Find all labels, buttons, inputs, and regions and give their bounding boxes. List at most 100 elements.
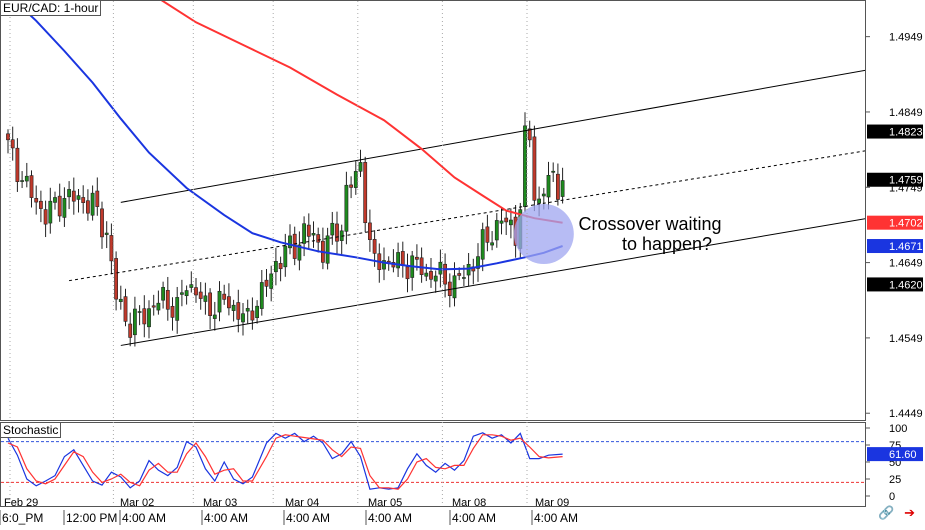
price-tag [867,124,923,139]
candle-up [217,290,222,313]
x-date-label: Mar 02 [120,497,154,509]
annotation-line-2: to happen? [622,234,712,254]
candle-down [372,239,377,254]
candle-down [43,209,48,225]
candle-down [250,310,255,321]
candle-down [227,296,231,309]
link-icon[interactable]: 🔗 [878,505,895,520]
candle-down [165,290,170,310]
candle-down [367,222,372,240]
moving-average-line [13,1,563,271]
candle-down [236,302,241,320]
candle-up [133,308,137,336]
candle-up [118,298,123,302]
candle-up [104,232,109,235]
candle-up [269,273,274,289]
candle-down [363,162,368,224]
candle-up [288,235,292,249]
candle-up [180,292,184,295]
candle-down [100,208,104,238]
stochastic-panel-frame [0,422,866,507]
candle-down [95,190,100,207]
candle-down [306,224,311,237]
candle-up [20,180,25,182]
candle-up [466,263,471,276]
x-date-label: Mar 08 [452,497,486,509]
price-tag [867,172,923,187]
candle-up [273,261,278,273]
stochastic-value-label: 61.60 [889,449,917,461]
x-date-label: Mar 04 [285,497,319,509]
candle-down [10,139,15,149]
candle-down [419,257,424,275]
x-time-label: 4:00 AM [368,511,412,525]
stochastic-value-tag [867,447,923,462]
price-chart-title: EUR/CAD: 1-hour [0,0,102,16]
candle-down [86,200,90,214]
candle-down [208,292,213,316]
price-tag-label: 1.4702 [889,218,923,230]
candle-down [151,305,156,308]
candle-up [302,223,307,244]
candle-up [24,175,29,182]
candle-down [57,195,62,217]
channel-line [120,69,865,203]
candle-down [6,133,10,141]
price-plot-area [6,1,865,347]
candle-down [15,147,20,182]
candle-up [494,220,499,241]
candle-down [414,256,419,260]
candle-up [311,233,316,236]
candle-up [358,162,363,172]
price-tag [867,277,923,292]
candle-up [137,311,142,313]
candle-down [34,198,39,203]
moving-average-line [160,1,563,224]
candle-down [316,234,321,243]
candle-up [438,261,443,275]
candle-down [485,226,490,243]
price-tag [867,215,923,230]
candle-up [67,189,72,198]
candle-down [527,128,532,141]
candle-down [335,223,339,242]
candle-up [231,304,236,311]
candle-up [433,275,438,282]
candle-up [53,197,57,203]
x-time-label: 4:00 AM [286,511,330,525]
candle-up [551,170,556,173]
stochastic-tick-label: 25 [889,474,901,486]
candle-up [452,275,457,299]
price-panel-frame [0,0,866,421]
x-time-label: 4:00 AM [534,511,578,525]
candle-down [278,263,283,270]
footer-icons: 🔗 ➔ [872,505,915,521]
candle-down [170,305,175,318]
candle-up [259,282,264,309]
candle-down [29,175,34,198]
x-time-label: 4:00 AM [204,511,248,525]
candle-down [504,217,509,223]
stochastic-tick-label: 100 [889,423,907,435]
channel-line [120,218,865,346]
candle-up [175,297,180,321]
candle-down [349,184,354,188]
x-time-label: 4:00 AM [122,511,166,525]
candle-down [142,308,147,325]
candle-up [424,272,429,277]
candle-down [264,279,269,287]
candle-up [353,171,358,188]
candle-up [245,308,250,312]
x-time-label: 12:00 PM [66,511,117,525]
candle-down [38,200,43,209]
price-tick-label: 1.4649 [889,258,923,270]
candle-down [443,263,448,285]
candle-up [476,256,480,269]
candle-up [76,195,81,200]
annotation-line-1: Crossover waiting [578,214,721,234]
stochastic-title: Stochastic [0,422,62,438]
stochastic-line [7,434,563,490]
arrow-icon[interactable]: ➔ [904,505,915,520]
candle-down [128,323,133,338]
